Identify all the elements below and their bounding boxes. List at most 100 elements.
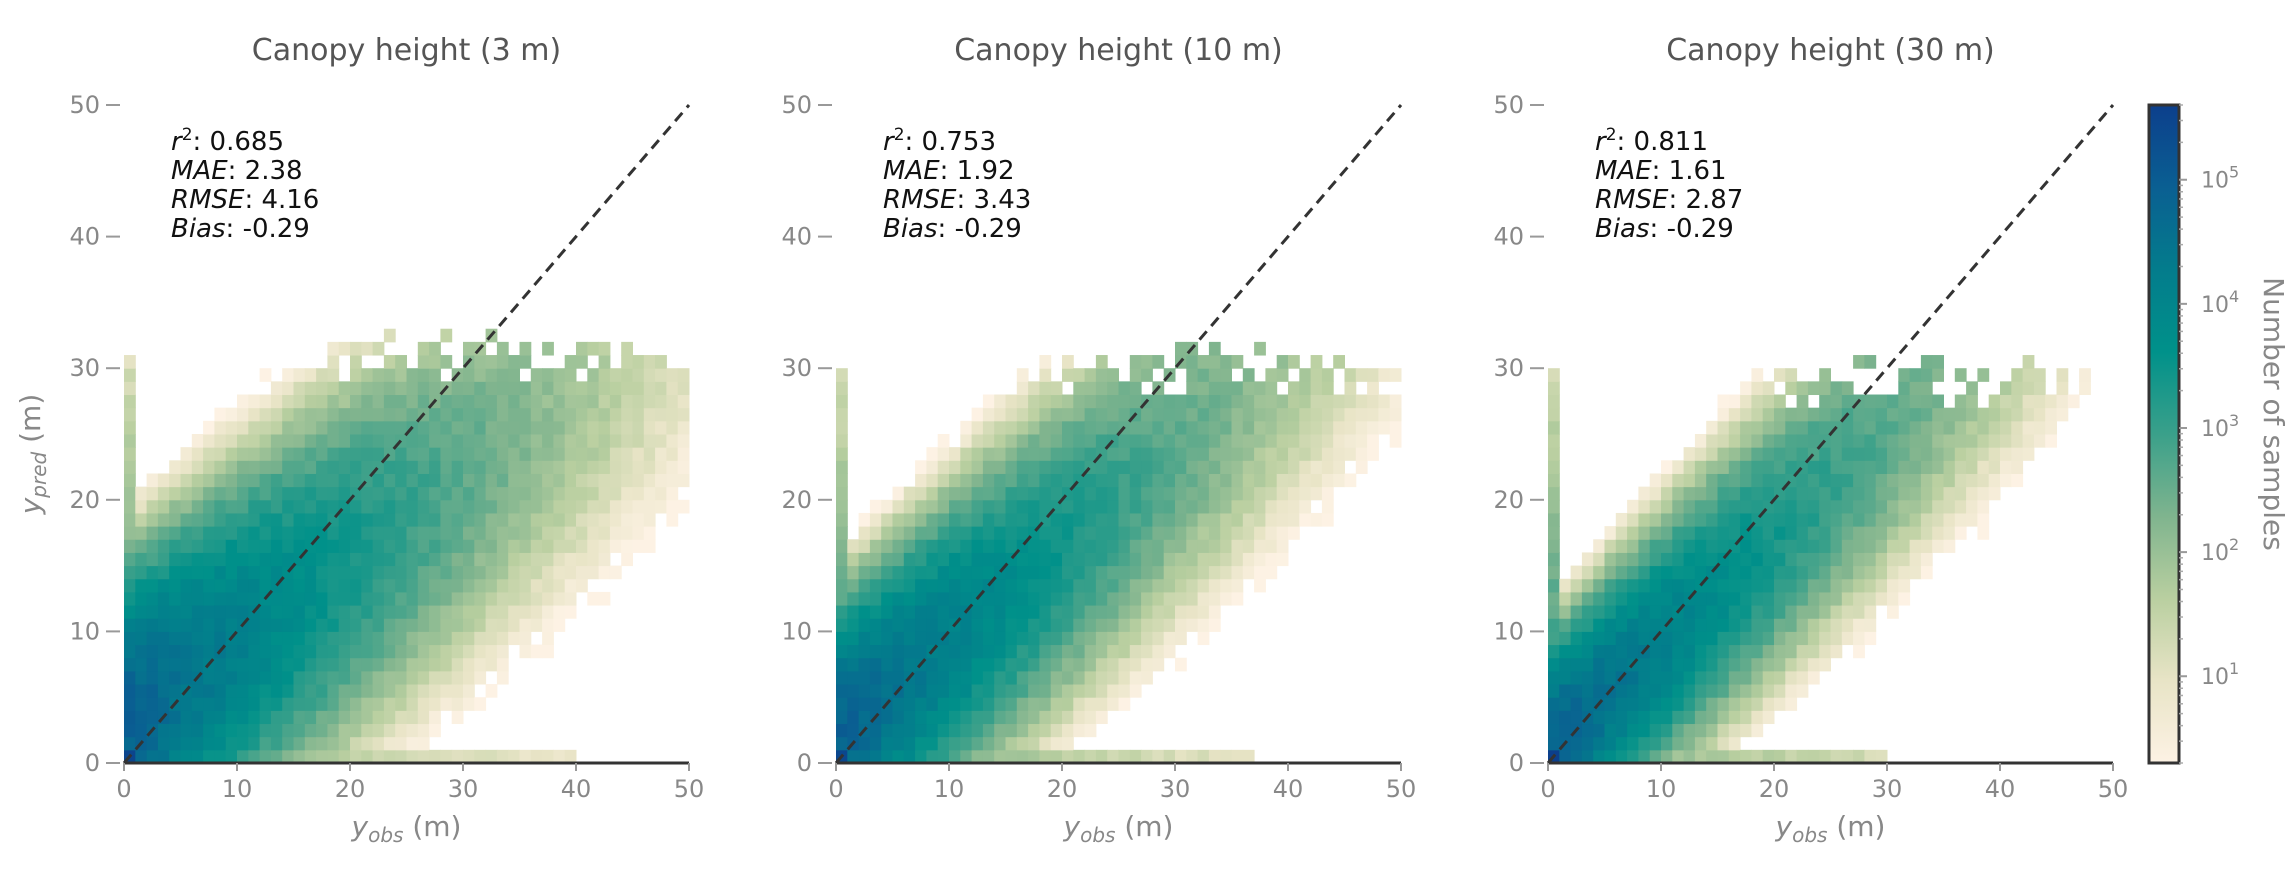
density-cell (1796, 486, 1809, 501)
density-cell (248, 394, 261, 409)
density-cell (1129, 644, 1142, 659)
density-cell (1841, 526, 1854, 540)
density-cell (440, 328, 453, 343)
density-cell (1661, 591, 1673, 606)
density-cell (858, 605, 871, 619)
density-cell (496, 499, 509, 514)
density-cell (1740, 565, 1752, 580)
density-cell (542, 539, 554, 553)
density-cell (530, 420, 543, 435)
density-cell (259, 447, 272, 461)
density-cell (146, 512, 159, 527)
density-cell (1129, 657, 1142, 672)
density-cell (203, 434, 215, 448)
density-cell (135, 591, 148, 606)
density-cell (463, 591, 475, 606)
density-cell (327, 723, 340, 738)
density-cell (937, 526, 950, 540)
density-cell (1909, 381, 1922, 396)
density-cell (1638, 565, 1651, 580)
density-cell (836, 670, 848, 685)
density-cell (1220, 381, 1232, 396)
density-cell (1005, 723, 1018, 738)
density-cell (474, 434, 487, 448)
y-tick-label: 40 (1493, 223, 1524, 251)
density-cell (1220, 486, 1232, 501)
density-cell (1615, 749, 1628, 764)
density-cell (1853, 605, 1865, 619)
density-cell (1751, 499, 1764, 514)
density-heatmap (836, 341, 1402, 764)
density-cell (350, 657, 362, 672)
density-cell (1118, 526, 1131, 540)
density-cell (1559, 631, 1572, 646)
density-cell (316, 618, 328, 632)
density-cell (395, 644, 407, 659)
density-cell (869, 539, 882, 553)
density-cell (1321, 460, 1334, 474)
density-cell (191, 499, 204, 514)
density-cell (1197, 368, 1210, 382)
density-cell (2022, 355, 2035, 369)
density-cell (485, 565, 498, 580)
density-cell (643, 486, 656, 501)
density-cell (1796, 605, 1809, 619)
density-cell (293, 499, 306, 514)
density-cell (191, 710, 204, 725)
density-cell (451, 499, 464, 514)
density-cell (1977, 447, 1990, 461)
density-cell (643, 539, 656, 553)
density-cell (135, 605, 148, 619)
density-cell (304, 381, 317, 396)
density-cell (259, 407, 272, 422)
density-cell (621, 460, 633, 474)
density-cell (587, 565, 600, 580)
density-cell (1005, 749, 1018, 764)
density-cell (383, 434, 396, 448)
density-cell (1774, 697, 1786, 711)
density-cell (1175, 460, 1187, 474)
density-cell (361, 447, 374, 461)
density-cell (564, 368, 577, 382)
density-cell (1728, 473, 1741, 488)
density-cell (1028, 710, 1040, 725)
density-cell (1943, 407, 1956, 422)
density-cell (1785, 749, 1798, 764)
density-cell (417, 539, 430, 553)
density-cell (1095, 355, 1108, 369)
density-cell (847, 749, 860, 764)
x-tick-label: 10 (222, 775, 253, 803)
density-cell (383, 578, 396, 593)
density-cell (474, 749, 487, 764)
density-cell (1039, 657, 1052, 672)
density-cell (350, 565, 362, 580)
density-cell (1762, 499, 1775, 514)
density-cell (169, 526, 181, 540)
density-cell (1016, 697, 1029, 711)
density-cell (1898, 526, 1911, 540)
density-cell (553, 486, 566, 501)
density-cell (1344, 381, 1357, 396)
density-cell (2000, 407, 2012, 422)
density-cell (1005, 578, 1018, 593)
stat-name: RMSE (171, 185, 245, 215)
density-cell (1141, 578, 1153, 593)
density-cell (892, 736, 905, 751)
density-cell (1819, 512, 1831, 527)
density-cell (417, 591, 430, 606)
x-tick-label: 50 (1386, 775, 1417, 803)
density-cell (496, 670, 509, 685)
density-cell (1785, 670, 1798, 685)
density-cell (1062, 565, 1074, 580)
density-cell (406, 591, 419, 606)
density-cell (474, 552, 487, 567)
density-cell (304, 460, 317, 474)
density-cell (1095, 657, 1108, 672)
density-cell (496, 368, 509, 382)
density-cell (632, 526, 645, 540)
density-cell (1208, 526, 1221, 540)
density-cell (406, 670, 419, 685)
density-cell (1208, 552, 1221, 567)
density-cell (1909, 539, 1922, 553)
density-cell (1129, 499, 1142, 514)
